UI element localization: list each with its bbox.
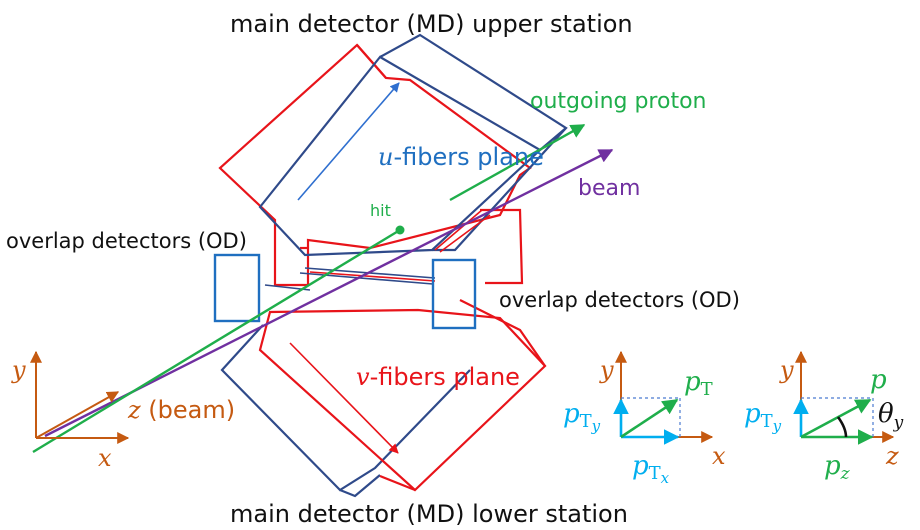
pt-vector (620, 398, 679, 439)
proton-track-to-hit[interactable] (32, 228, 401, 454)
theta-arc (836, 416, 848, 438)
main-z-axis (35, 391, 120, 439)
lower-station-title: main detector (MD) lower station (230, 500, 628, 528)
main-x-axis-label: x (98, 444, 112, 472)
main-axes: y x z (beam) (11, 350, 235, 472)
u-fibers-arrow (297, 82, 400, 201)
p-vector (800, 398, 872, 439)
main-y-axis-label: y (11, 356, 26, 384)
upper-station-title: main detector (MD) upper station (230, 10, 633, 38)
station-links-red (309, 209, 491, 282)
pt-panel: y x pT pTy pTx (563, 350, 726, 487)
beam-label: beam (578, 176, 640, 201)
p-label: p (870, 365, 887, 395)
outgoing-proton-label: outgoing proton (530, 89, 706, 114)
lower-station-red-plates (258, 299, 547, 492)
outgoing-proton-track[interactable] (449, 123, 586, 202)
pty-label: pTy (563, 399, 601, 435)
v-fibers-plane-label: v-fibers plane (356, 363, 520, 391)
overlap-left-label: overlap detectors (OD) (6, 229, 247, 253)
overlap-right-label: overlap detectors (OD) (499, 288, 740, 312)
pz-panel: y z p pTy pz θy (744, 350, 904, 484)
pt-label: pT (684, 367, 713, 400)
overlap-detector-right (431, 258, 477, 330)
pt-panel-y-label: y (599, 356, 614, 384)
overlap-detector-left (213, 253, 261, 323)
hit-marker[interactable] (395, 225, 405, 235)
pz-label: pz (824, 451, 851, 484)
upper-station-blue-plates (258, 33, 568, 257)
lower-station-blue-plates (220, 324, 471, 498)
hit-label: hit (370, 201, 391, 220)
ptx-label: pTx (632, 451, 670, 487)
pz-panel-y-label: y (779, 356, 794, 384)
pt-panel-x-label: x (712, 442, 726, 470)
pz-panel-z-label: z (885, 442, 899, 470)
theta-y-label: θy (878, 399, 904, 433)
pz-pty-label: pTy (744, 399, 782, 435)
u-fibers-plane-label: u-fibers plane (378, 143, 544, 171)
v-fibers-arrow (289, 342, 399, 454)
main-z-axis-label: z (beam) (127, 396, 235, 424)
